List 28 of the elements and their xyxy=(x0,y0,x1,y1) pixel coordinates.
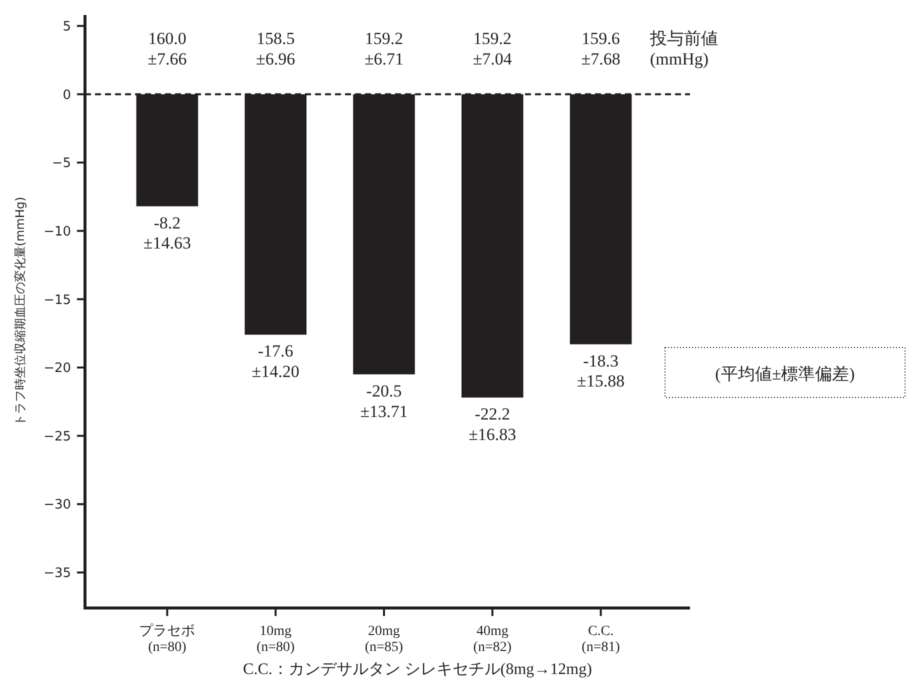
y-tick-label: 5 xyxy=(62,19,71,34)
y-tick-label: −30 xyxy=(44,498,71,513)
x-tick-label: 10mg (n=80) xyxy=(256,624,296,656)
y-tick-label: −20 xyxy=(44,361,71,376)
x-tick-label: プラセボ (n=80) xyxy=(139,623,196,656)
data-label: -17.6 ±14.20 xyxy=(252,342,300,382)
text: (平均値±標準偏差) xyxy=(715,364,855,384)
y-tick-label: −10 xyxy=(44,224,71,240)
y-tick-label: −35 xyxy=(44,566,71,582)
annotation: 160.0 ±7.66 xyxy=(148,29,187,69)
y-tick-label: −15 xyxy=(44,292,71,308)
data-label: -8.2 ±14.63 xyxy=(143,213,191,253)
y-axis-title: トラフ時坐位収縮期血圧の変化量(mmHg) xyxy=(13,196,27,426)
x-tick-label: 40mg (n=82) xyxy=(473,624,512,656)
data-label: -22.2 ±16.83 xyxy=(468,404,516,444)
y-tick-label: −25 xyxy=(44,429,71,444)
annotation: 158.5 ±6.96 xyxy=(256,29,296,69)
data-label: -20.5 ±13.71 xyxy=(360,381,408,421)
annotation: 159.2 ±6.71 xyxy=(364,29,404,69)
annotation: 159.2 ±7.04 xyxy=(472,29,512,69)
data-label: -18.3 ±15.88 xyxy=(577,351,625,391)
y-tick-label: −5 xyxy=(52,156,71,172)
text: C.C.：カンデサルタン シレキセチル(8mg→12mg) xyxy=(243,661,592,678)
annotation: 159.6 ±7.68 xyxy=(581,29,620,69)
annotation: 投与前値 (mmHg) xyxy=(649,29,718,69)
x-tick-label: C.C. (n=81) xyxy=(582,624,620,656)
y-tick-label: 0 xyxy=(62,88,71,103)
x-tick-label: 20mg (n=85) xyxy=(364,624,404,656)
